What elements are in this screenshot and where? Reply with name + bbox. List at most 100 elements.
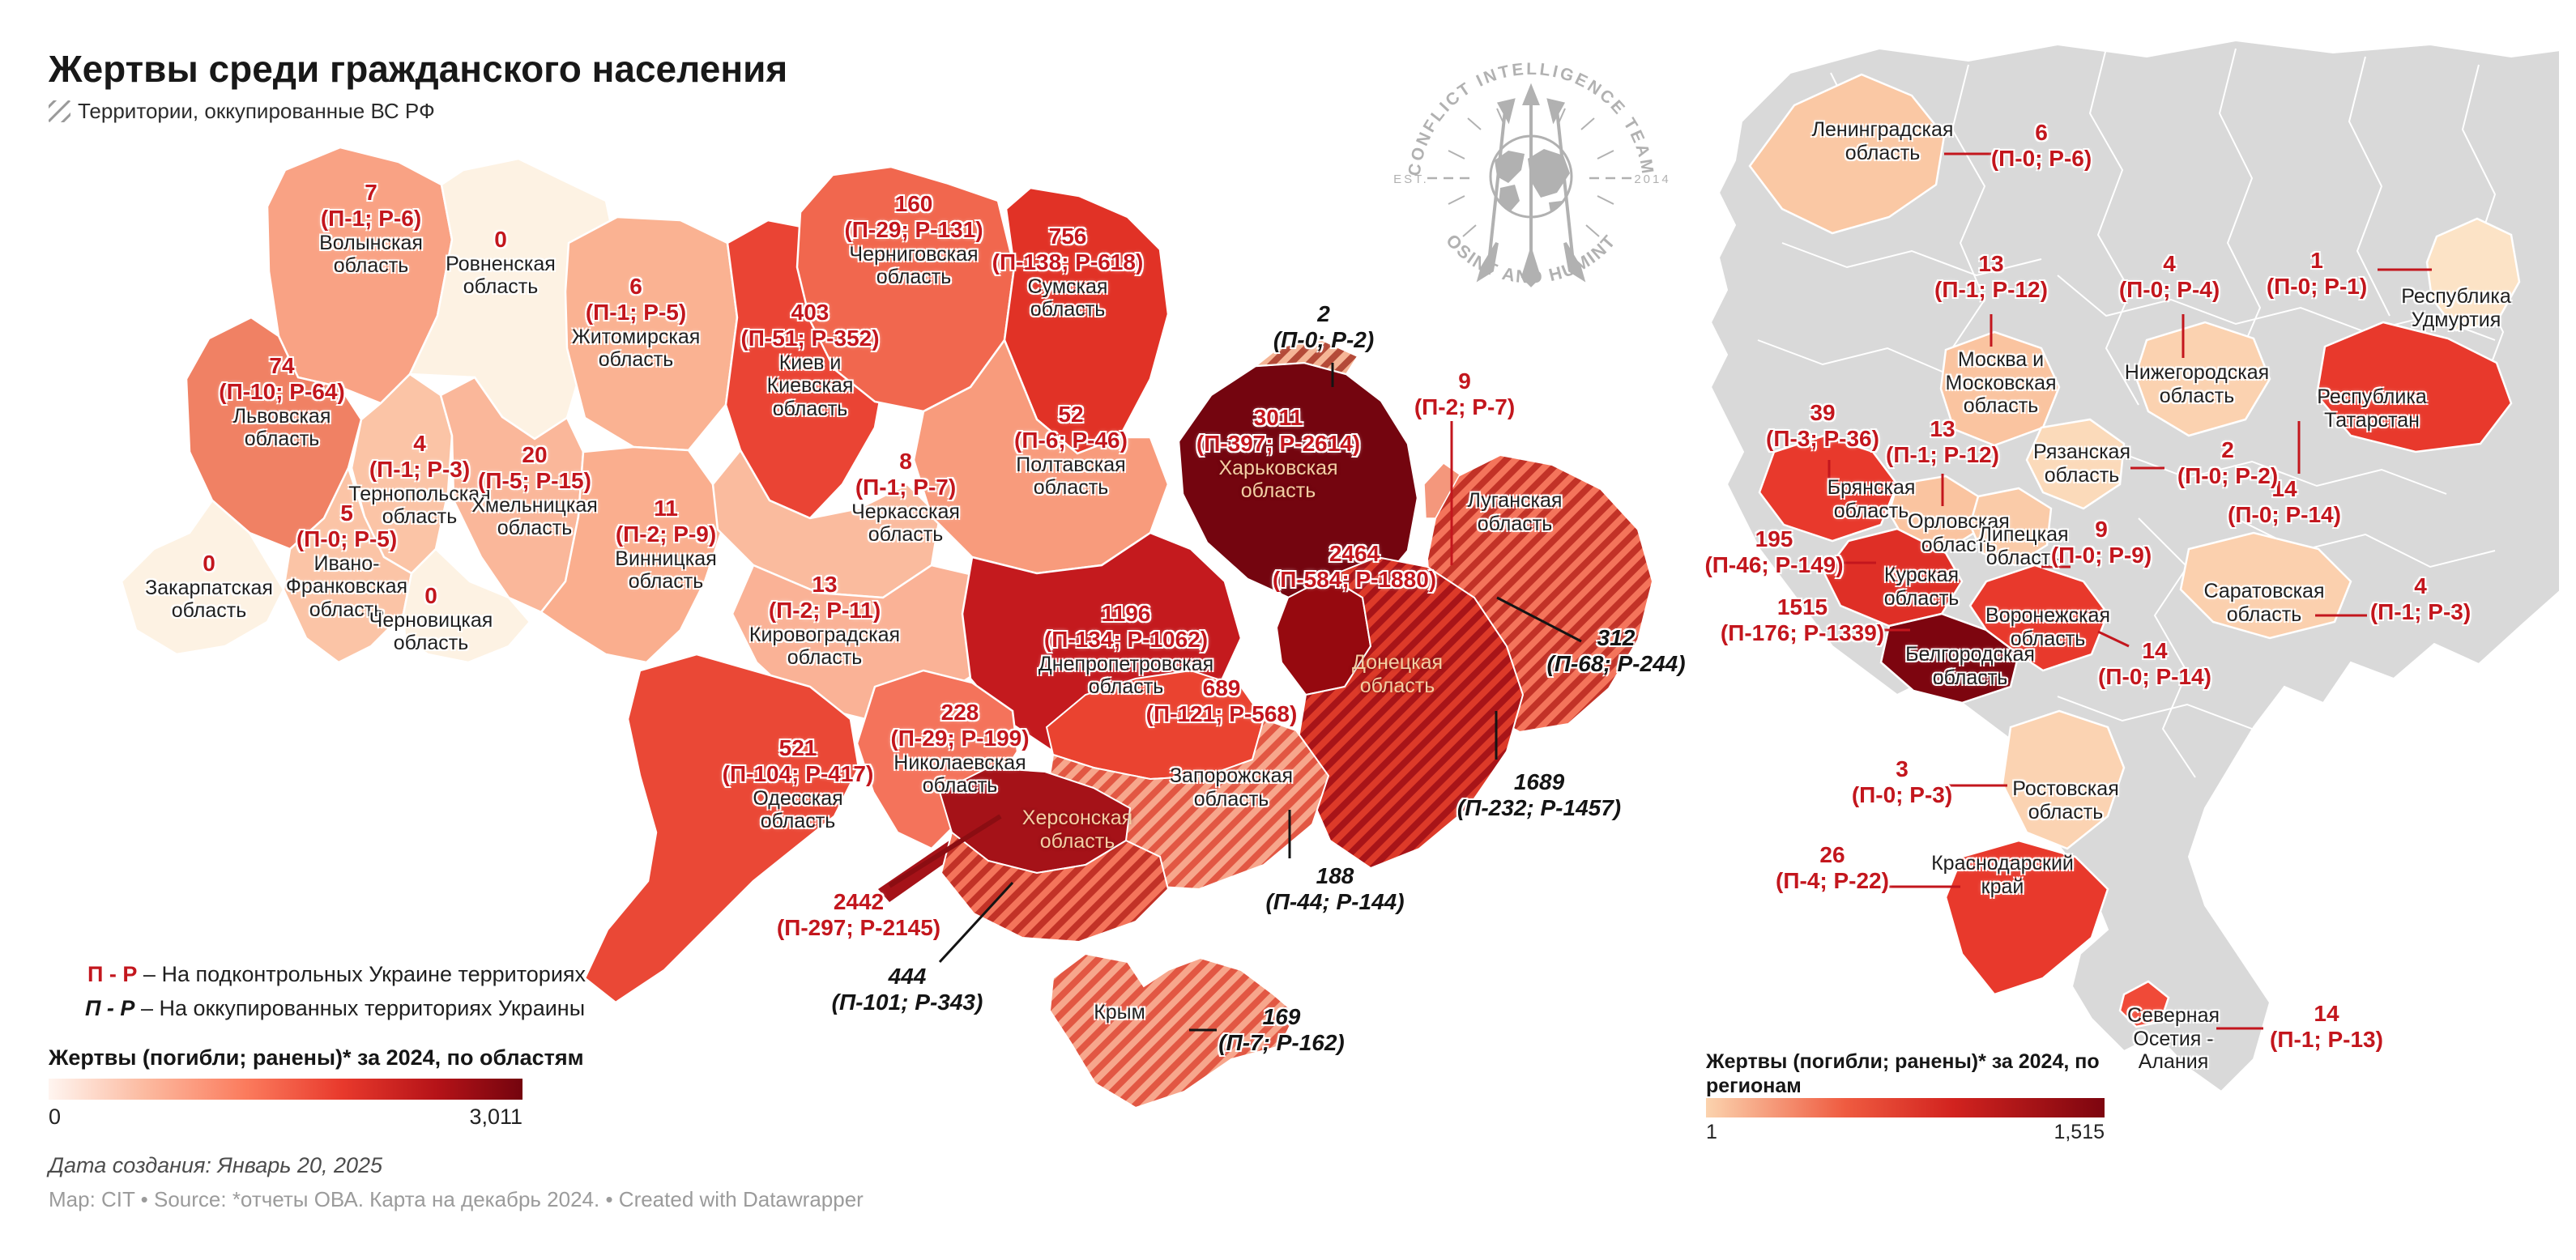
name-ua-zhytomyrska: Житомирская область (571, 325, 701, 372)
region-ru-north-ossetia[interactable] (2118, 980, 2170, 1028)
name-ua-mykolaivska: Николаевская область (893, 751, 1026, 798)
logo-globe-continents (1495, 149, 1570, 214)
name-ua-donetska: Донецкая область (1351, 651, 1444, 697)
label-ua-vinnytska: 11 (П-2; Р-9) Винницкая область (615, 496, 716, 594)
value-ru-orlovskaya: 13 (П-1; Р-12) (1886, 416, 1999, 467)
occupied-label-kherson: 444 (П-101; Р-343) (831, 964, 983, 1015)
label-ua-mykolaivska: 228 (П-29; Р-199) Николаевская область (890, 700, 1029, 798)
value-ru-kurskaya: 195 (П-46; Р-149) (1704, 526, 1844, 577)
name-ua-cherkaska: Черкасская область (851, 500, 960, 547)
region-ru-voronezhskaya[interactable] (1968, 564, 2109, 672)
value-ua-zaporizka: 689 (П-121; Р-568) (1145, 675, 1298, 726)
region-ru-bryanskaya[interactable] (1758, 434, 1899, 543)
name-ua-khersonska: Херсонская область (1021, 807, 1133, 853)
name-ua-poltavska: Полтавская область (1016, 453, 1126, 500)
left-legend-title: Жертвы (погибли; ранены)* за 2024, по об… (49, 1045, 584, 1070)
leader-luhansk-occupied (1496, 596, 1582, 643)
value-ua-kirovohradska: 13 (П-2; Р-11) (768, 572, 881, 623)
label-ua-zhytomyrska: 6 (П-1; Р-5) Житомирская область (572, 274, 701, 372)
value-ua-zhytomyrska: 6 (П-1; Р-5) (585, 274, 687, 325)
name-ua-rivnenska: Ровненская область (446, 252, 556, 299)
value-ua-zakarpatska: 0 (203, 551, 215, 576)
name-ua-khmelnytska: Хмельницкая область (471, 493, 598, 540)
value-ru-moskovskaya: 13 (П-1; Р-12) (1934, 251, 2048, 302)
logo-est-text: EST. (1393, 172, 1429, 186)
name-ru-kurskaya: Курская область (1883, 564, 1960, 610)
right-legend-max: 1,515 (2054, 1121, 2105, 1143)
label-ua-ternopilska: 4 (П-1; Р-3) Тернопольская область (348, 431, 490, 529)
name-ru-bryanskaya: Брянская область (1827, 476, 1916, 522)
value-ua-donetska: 2464 (П-584; Р-1880) (1272, 541, 1437, 592)
region-ua-vinnytska[interactable] (540, 445, 723, 664)
region-ru-saratovskaya[interactable] (2179, 531, 2352, 640)
region-ua-donetska-occupied[interactable] (1296, 556, 1525, 870)
value-ua-poltavska: 52 (П-6; Р-46) (1014, 402, 1128, 453)
value-ua-khmelnytska: 20 (П-5; Р-15) (478, 442, 591, 493)
label-ua-volynska: 7 (П-1; Р-6) Волынская область (319, 180, 423, 278)
right-legend-min: 1 (1706, 1121, 1717, 1143)
value-ua-sumska: 756 (П-138; Р-618) (992, 223, 1144, 275)
region-ua-poltavska[interactable] (912, 338, 1170, 575)
value-ua-odeska: 521 (П-104; Р-417) (722, 735, 874, 786)
region-ru-tatarstan[interactable] (2315, 321, 2513, 453)
name-ru-rostovskaya: Ростовская область (2012, 777, 2119, 824)
region-ru-udmurtia[interactable] (2425, 217, 2521, 332)
value-ru-tatarstan: 14 (П-0; Р-14) (2228, 476, 2341, 527)
legend-note-controlled: П - Р – На подконтрольных Украине террит… (87, 962, 586, 987)
logo-arrows (1476, 83, 1586, 287)
label-ua-chernihivska: 160 (П-29; Р-131) Черниговская область (844, 191, 983, 289)
value-ua-kyivska: 403 (П-51; Р-352) (740, 300, 880, 351)
region-ua-odeska[interactable] (583, 653, 860, 1004)
region-ru-ryazanskaya[interactable] (2025, 418, 2126, 510)
name-ua-luhanska: Луганская область (1467, 489, 1563, 535)
label-ua-sumska: 756 (П-138; Р-618) Сумская область (992, 223, 1144, 321)
left-legend-gradient-bar (49, 1079, 522, 1100)
legend-text-occupied: – На оккупированных территориях Украины (134, 996, 586, 1020)
label-ua-kirovohradska: 13 (П-2; Р-11) Кировоградская область (749, 572, 900, 670)
name-ru-saratovskaya: Саратовская область (2203, 580, 2325, 626)
value-ua-vinnytska: 11 (П-2; Р-9) (615, 496, 717, 547)
name-ru-moskovskaya: Москва и Московская область (1945, 348, 2057, 417)
name-ua-chernihivska: Черниговская область (849, 242, 979, 289)
label-ua-dnipropetrovska: 1196 (П-134; Р-1062) Днепропетровская обл… (1039, 601, 1213, 699)
logo-year-text: 2014 (1634, 172, 1670, 186)
name-ua-crimea: Крым (1094, 1001, 1145, 1024)
value-ua-dnipropetrovska: 1196 (П-134; Р-1062) (1043, 601, 1209, 652)
region-ru-lipetskaya[interactable] (1968, 487, 2053, 567)
value-ua-chernihivska: 160 (П-29; Р-131) (844, 191, 983, 242)
name-ru-north-ossetia: Северная Осетия - Алания (2126, 1004, 2220, 1073)
left-legend-max: 3,011 (469, 1105, 522, 1129)
cit-logo: CONFLICT INTELLIGENCE TEAM OSINT AND HUM… (1393, 60, 1670, 287)
leader-ru-voronezh (2097, 630, 2130, 648)
name-ru-orlovskaya: Орловская область (1908, 510, 2010, 556)
region-ua-zakarpatska[interactable] (120, 499, 285, 656)
region-ru-orlovskaya[interactable] (1887, 475, 1980, 555)
region-ru-belgorodskaya[interactable] (1879, 612, 2020, 704)
right-legend-title: Жертвы (погибли; ранены)* за 2024, по ре… (1706, 1050, 2100, 1097)
subtitle: Территории, оккупированные ВС РФ (78, 99, 435, 123)
name-ua-lvivska: Львовская область (232, 404, 331, 451)
name-ru-voronezhskaya: Воронежская область (1985, 604, 2110, 650)
region-ua-zhytomyrska[interactable] (564, 215, 739, 452)
value-ua-volynska: 7 (П-1; Р-6) (320, 180, 422, 231)
region-ru-nizhegorodskaya[interactable] (2134, 321, 2271, 437)
region-ua-crimea-occupied[interactable] (1048, 952, 1298, 1109)
label-ua-lvivska: 74 (П-10; Р-64) Львовская область (219, 353, 345, 451)
name-ua-sumska: Сумская область (1027, 275, 1108, 321)
value-ua-rivnenska: 0 (494, 227, 507, 252)
value-ua-ivano-frankivska: 5 (П-0; Р-5) (296, 500, 398, 551)
label-ua-cherkaska: 8 (П-1; Р-7) Черкасская область (851, 449, 960, 547)
region-ru-other-gray[interactable] (1709, 39, 2561, 1093)
region-ru-rostovskaya[interactable] (2001, 709, 2126, 850)
region-ua-khersonska-occupied[interactable] (940, 831, 1170, 943)
label-ua-rivnenska: 0 Ровненская область (446, 227, 556, 299)
region-ru-krasnodarskiy[interactable] (1944, 839, 2109, 996)
creation-date: Дата создания: Январь 20, 2025 (49, 1153, 383, 1177)
value-ru-krasnodarskiy: 26 (П-4; Р-22) (1776, 842, 1889, 893)
value-ru-voronezhskaya: 14 (П-0; Р-14) (2098, 638, 2211, 689)
value-ru-rostovskaya: 3 (П-0; Р-3) (1851, 756, 1953, 807)
name-ua-ternopilska: Тернопольская область (348, 482, 491, 529)
region-ua-chernivetska[interactable] (402, 547, 531, 664)
value-ru-leningradskaya: 6 (П-0; Р-6) (1990, 120, 2092, 171)
region-ru-leningradskaya[interactable] (1748, 73, 1946, 235)
